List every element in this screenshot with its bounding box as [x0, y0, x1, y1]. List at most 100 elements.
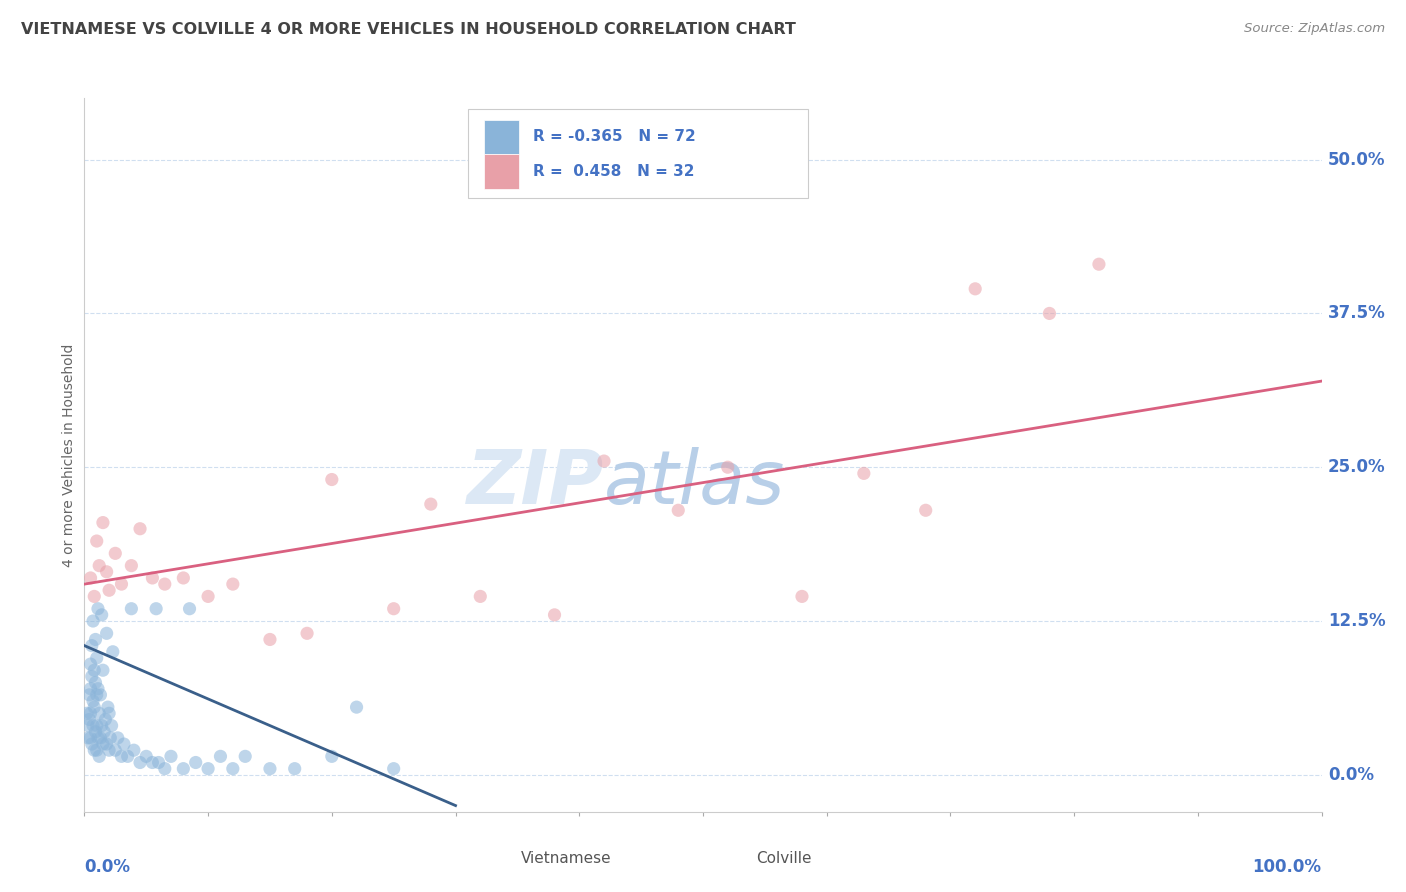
- Point: [1088, 257, 1111, 271]
- Point: [104, 743, 127, 757]
- Text: 12.5%: 12.5%: [1327, 612, 1385, 630]
- Text: Colville: Colville: [756, 851, 811, 865]
- Point: [135, 749, 157, 764]
- Point: [593, 454, 616, 468]
- Point: [79, 688, 101, 702]
- Y-axis label: 4 or more Vehicles in Household: 4 or more Vehicles in Household: [62, 343, 76, 566]
- Point: [284, 762, 307, 776]
- Point: [141, 571, 163, 585]
- Point: [382, 762, 405, 776]
- Point: [89, 558, 111, 573]
- Point: [82, 718, 104, 732]
- Point: [79, 681, 101, 696]
- Point: [87, 601, 110, 615]
- Point: [172, 762, 194, 776]
- Point: [197, 590, 219, 604]
- Text: R =  0.458   N = 32: R = 0.458 N = 32: [533, 164, 695, 179]
- Point: [89, 731, 111, 745]
- Text: VIETNAMESE VS COLVILLE 4 OR MORE VEHICLES IN HOUSEHOLD CORRELATION CHART: VIETNAMESE VS COLVILLE 4 OR MORE VEHICLE…: [21, 22, 796, 37]
- Point: [184, 756, 207, 770]
- Point: [129, 756, 152, 770]
- Point: [346, 700, 368, 714]
- Point: [790, 590, 813, 604]
- Point: [120, 601, 142, 615]
- Point: [83, 700, 105, 714]
- Point: [543, 607, 565, 622]
- Point: [87, 681, 110, 696]
- Point: [321, 749, 343, 764]
- Point: [100, 718, 122, 732]
- Point: [321, 473, 343, 487]
- Bar: [481, 844, 512, 872]
- Point: [83, 663, 105, 677]
- Point: [83, 590, 105, 604]
- Point: [82, 694, 104, 708]
- Point: [172, 571, 194, 585]
- Text: Vietnamese: Vietnamese: [522, 851, 612, 865]
- Point: [104, 546, 127, 560]
- Point: [77, 718, 100, 732]
- Point: [79, 713, 101, 727]
- Point: [295, 626, 318, 640]
- Text: 37.5%: 37.5%: [1327, 304, 1385, 322]
- Text: 0.0%: 0.0%: [84, 858, 131, 876]
- Point: [80, 737, 103, 751]
- Bar: [484, 154, 519, 189]
- Point: [89, 688, 111, 702]
- Text: 0.0%: 0.0%: [1327, 766, 1374, 784]
- Point: [110, 749, 132, 764]
- Point: [83, 743, 105, 757]
- Point: [77, 731, 100, 745]
- Text: 50.0%: 50.0%: [1327, 151, 1385, 169]
- Point: [89, 749, 111, 764]
- Point: [89, 706, 111, 721]
- Text: ZIP: ZIP: [467, 447, 605, 520]
- Point: [141, 756, 163, 770]
- Point: [112, 737, 135, 751]
- Point: [79, 657, 101, 671]
- Point: [914, 503, 936, 517]
- Point: [86, 688, 108, 702]
- Point: [717, 460, 740, 475]
- Point: [197, 762, 219, 776]
- Point: [91, 737, 114, 751]
- Text: atlas: atlas: [605, 448, 786, 519]
- Point: [90, 607, 112, 622]
- Point: [98, 583, 121, 598]
- Point: [122, 743, 145, 757]
- Point: [259, 632, 281, 647]
- Point: [96, 565, 118, 579]
- Point: [91, 516, 114, 530]
- Point: [79, 706, 101, 721]
- Point: [153, 762, 176, 776]
- Point: [96, 626, 118, 640]
- Point: [1038, 306, 1060, 320]
- Point: [90, 718, 112, 732]
- Point: [101, 645, 124, 659]
- Point: [87, 731, 110, 745]
- Point: [222, 762, 245, 776]
- Point: [852, 467, 875, 481]
- Point: [76, 706, 98, 721]
- Point: [160, 749, 183, 764]
- Text: Source: ZipAtlas.com: Source: ZipAtlas.com: [1244, 22, 1385, 36]
- Point: [84, 632, 107, 647]
- Point: [80, 669, 103, 683]
- Point: [107, 731, 129, 745]
- Point: [209, 749, 232, 764]
- Point: [97, 700, 120, 714]
- Point: [84, 724, 107, 739]
- Point: [79, 571, 101, 585]
- Text: 25.0%: 25.0%: [1327, 458, 1385, 476]
- Point: [470, 590, 492, 604]
- Point: [80, 639, 103, 653]
- Bar: [484, 120, 519, 153]
- Point: [96, 737, 118, 751]
- Point: [222, 577, 245, 591]
- Point: [98, 731, 121, 745]
- Point: [120, 558, 142, 573]
- Point: [86, 743, 108, 757]
- Text: R = -0.365   N = 72: R = -0.365 N = 72: [533, 129, 696, 145]
- Point: [965, 282, 987, 296]
- Point: [233, 749, 256, 764]
